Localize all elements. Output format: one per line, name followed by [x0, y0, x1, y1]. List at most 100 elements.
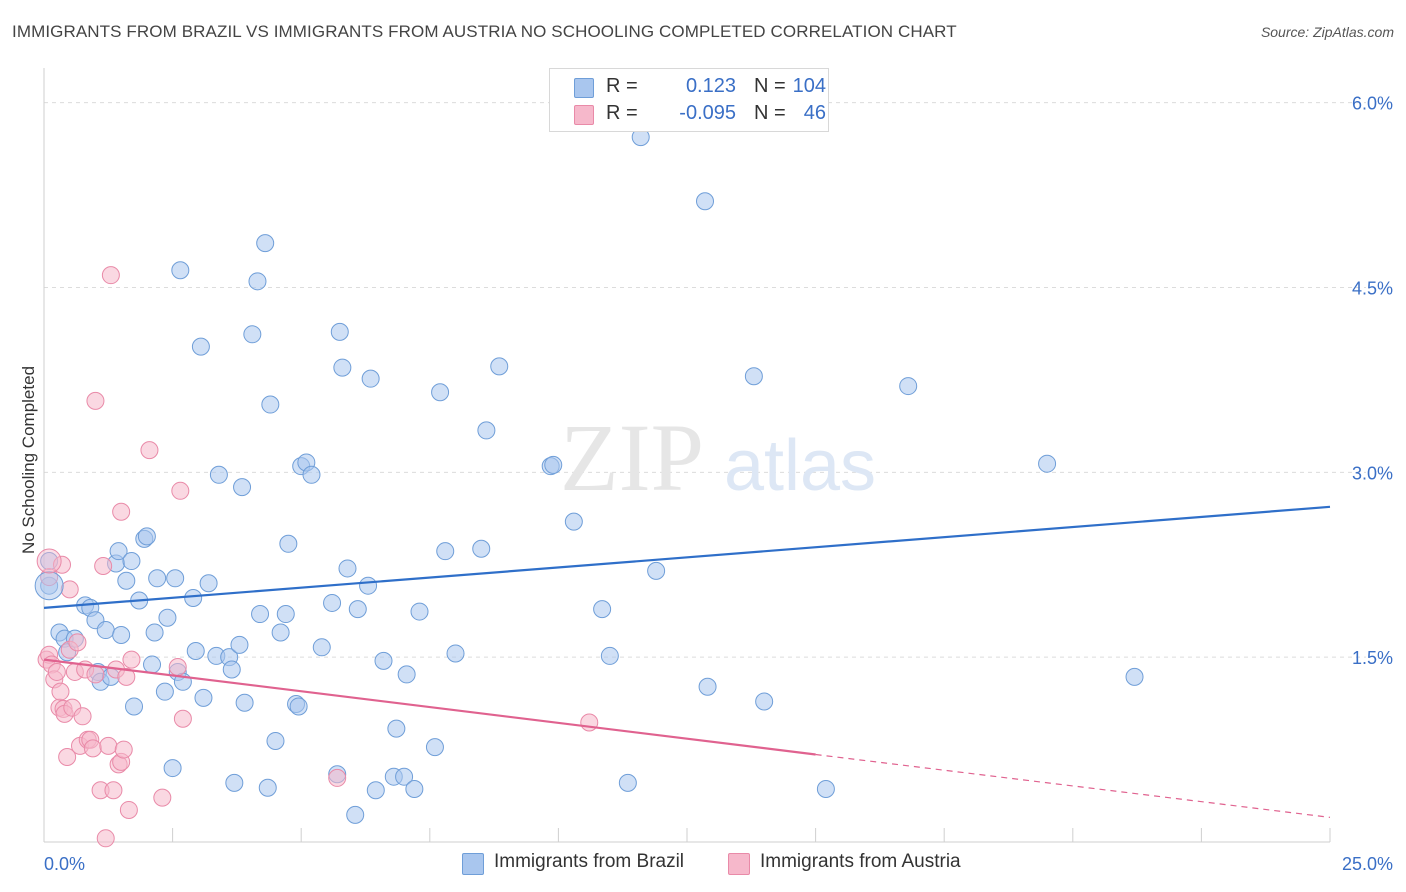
brazil-point	[248, 272, 267, 291]
brazil-point	[346, 805, 365, 824]
austria-point	[94, 556, 113, 575]
brazil-point	[148, 569, 167, 588]
n-label: N =	[754, 75, 786, 97]
brazil-point	[96, 621, 115, 640]
brazil-point	[279, 534, 298, 553]
r-label: R =	[606, 75, 638, 97]
watermark-zip: ZIP	[560, 404, 704, 511]
data-points	[34, 128, 1144, 848]
austria-point	[112, 502, 131, 521]
brazil-point	[184, 589, 203, 608]
brazil-point	[472, 539, 491, 558]
brazil-point	[258, 778, 277, 797]
brazil-point	[143, 655, 162, 674]
brazil-point	[163, 759, 182, 778]
source-label: Source: ZipAtlas.com	[1260, 24, 1394, 40]
brazil-point	[230, 635, 249, 654]
brazil-point	[425, 738, 444, 757]
austria-trend-line	[43, 658, 816, 756]
brazil-point	[209, 465, 228, 484]
brazil-cluster-point	[34, 571, 64, 601]
y-tick-label: 3.0%	[1352, 463, 1393, 483]
tick-labels: 1.5% 3.0% 4.5% 6.0% 0.0% 25.0% No Schooling Co…	[19, 94, 1393, 874]
brazil-point	[122, 552, 141, 571]
brazil-point	[698, 677, 717, 696]
brazil-point	[436, 542, 455, 561]
brazil-point	[266, 731, 285, 750]
brazil-point	[816, 780, 835, 799]
x-tick-label: 0.0%	[44, 854, 85, 874]
watermark-atlas: atlas	[724, 426, 876, 506]
brazil-point	[899, 377, 918, 396]
brazil-point	[289, 697, 308, 716]
x-tick-label: 25.0%	[1342, 854, 1393, 874]
brazil-point	[564, 512, 583, 531]
brazil-point	[243, 325, 262, 344]
brazil-point	[490, 357, 509, 376]
austria-point	[96, 829, 115, 848]
brazil-point	[1038, 454, 1057, 473]
austria-point	[86, 665, 105, 684]
legend-label-brazil: Immigrants from Brazil	[494, 851, 685, 872]
correlation-stats-box: R = 0.123 N = 104 R = -0.095 N = 46	[549, 68, 829, 132]
n-value: 104	[792, 75, 826, 97]
brazil-point	[330, 322, 349, 341]
austria-swatch	[574, 105, 594, 125]
trend-lines	[43, 505, 1331, 818]
brazil-point	[446, 644, 465, 663]
brazil-point	[276, 605, 295, 624]
brazil-point	[405, 780, 424, 799]
brazil-point	[166, 569, 185, 588]
y-tick-label: 4.5%	[1352, 278, 1393, 298]
brazil-point	[359, 576, 378, 595]
brazil-point	[158, 608, 177, 627]
brazil-point	[194, 688, 213, 707]
r-value: -0.095	[679, 102, 736, 124]
y-axis-title: No Schooling Completed	[19, 366, 38, 554]
brazil-point	[593, 600, 612, 619]
brazil-swatch	[574, 78, 594, 98]
austria-point	[328, 768, 347, 787]
legend-label-austria: Immigrants from Austria	[760, 851, 961, 872]
brazil-point	[199, 574, 218, 593]
watermark: ZIP atlas	[560, 404, 876, 511]
chart-title: IMMIGRANTS FROM BRAZIL VS IMMIGRANTS FRO…	[12, 22, 957, 41]
brazil-point	[696, 192, 715, 211]
brazil-point	[235, 693, 254, 712]
austria-point	[58, 747, 77, 766]
brazil-point	[477, 421, 496, 440]
brazil-point	[261, 395, 280, 414]
n-value: 46	[803, 102, 826, 124]
brazil-point	[312, 638, 331, 657]
austria-point	[140, 441, 159, 460]
brazil-point	[395, 767, 414, 786]
brazil-point	[186, 642, 205, 660]
brazil-point	[1125, 667, 1144, 686]
austria-point	[171, 481, 190, 500]
austria-point	[168, 658, 187, 677]
brazil-point	[366, 781, 385, 800]
brazil-point	[302, 465, 321, 484]
austria-point	[104, 781, 123, 800]
brazil-point	[233, 478, 252, 497]
gridlines	[44, 102, 1366, 658]
n-label: N =	[754, 102, 786, 124]
brazil-point	[155, 682, 174, 701]
austria-point	[60, 580, 79, 599]
brazil-point	[117, 571, 136, 590]
brazil-trend-line	[43, 505, 1331, 609]
y-tick-label: 6.0%	[1352, 94, 1393, 114]
brazil-point	[410, 602, 429, 621]
austria-point	[51, 682, 70, 701]
brazil-point	[338, 559, 357, 578]
brazil-point	[333, 358, 352, 377]
brazil-point	[323, 593, 342, 612]
austria-point	[117, 667, 136, 686]
austria-point	[47, 662, 66, 681]
austria-point	[73, 707, 92, 726]
brazil-point	[125, 697, 144, 716]
brazil-point	[256, 234, 275, 253]
austria-point	[119, 800, 138, 819]
brazil-point	[112, 625, 131, 644]
brazil-point	[109, 542, 128, 561]
